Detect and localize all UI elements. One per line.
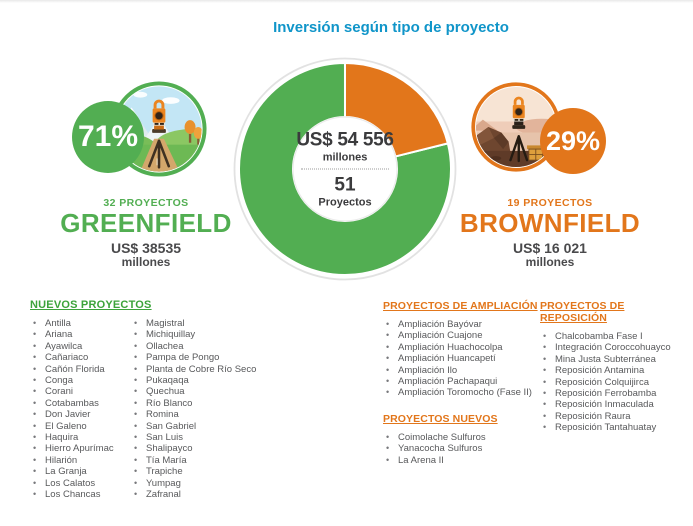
project-item: San Luis [133, 432, 256, 444]
brownfield-projects-count: 19 PROYECTOS [507, 197, 593, 209]
brownfield-percentage: 29% [545, 125, 601, 156]
donut-center-label: US$ 54 556 millones 51 Proyectos [292, 130, 398, 209]
project-item: Haquira [32, 432, 131, 444]
nuevos-proyectos-columns: AntillaArianaAyawilcaCañariacoCañón Flor… [30, 318, 282, 501]
project-item: Tía María [133, 455, 256, 467]
project-item: Quechua [133, 386, 256, 398]
brownfield-amount-unit: millones [525, 255, 575, 269]
project-item: Reposición Tantahuatay [542, 422, 692, 434]
project-item: Ampliación Huachocolpa [385, 342, 548, 354]
section-proyectos-nuevos: PROYECTOS NUEVOS Coimolache SulfurosYana… [383, 413, 548, 467]
section-proyectos-de-ampliacion: PROYECTOS DE AMPLIACIÓN Ampliación Bayóv… [383, 300, 548, 399]
project-item: Ayawilca [32, 341, 131, 353]
project-item: Ampliación Toromocho (Fase II) [385, 387, 548, 399]
total-investment-unit: millones [322, 151, 368, 164]
section-nuevos-proyectos: NUEVOS PROYECTOS AntillaArianaAyawilcaCa… [30, 299, 282, 501]
project-item: Mina Justa Subterránea [542, 354, 692, 366]
donut-chart: US$ 54 556 millones 51 Proyectos [225, 49, 465, 289]
project-item: Pampa de Pongo [133, 352, 256, 364]
page-top-edge [0, 0, 693, 3]
project-item: Ampliación Pachapaqui [385, 376, 548, 388]
project-item: Cañariaco [32, 352, 131, 364]
greenfield-title: GREENFIELD [60, 208, 232, 238]
greenfield-projects-count: 32 PROYECTOS [103, 197, 189, 209]
project-item: Romina [133, 409, 256, 421]
section-proyectos-de-reposicion: PROYECTOS DE REPOSICIÓN Chalcobamba Fase… [540, 300, 692, 434]
center-dotted-divider [301, 168, 389, 170]
section-title-proyectos-de-reposicion: PROYECTOS DE REPOSICIÓN [540, 300, 625, 324]
project-item: Río Blanco [133, 398, 256, 410]
page-title: Inversión según tipo de proyecto [273, 19, 509, 36]
reposicion-list-group1: Chalcobamba Fase IIntegración Coroccohua… [540, 331, 692, 354]
total-projects-label: Proyectos [318, 196, 372, 209]
project-item: Chalcobamba Fase I [542, 331, 692, 343]
project-item: Yumpag [133, 478, 256, 490]
greenfield-amount: US$ 38535 [110, 240, 182, 256]
project-item: Conga [32, 375, 131, 387]
nuevos-proyectos-col2: MagistralMichiquillayOllacheaPampa de Po… [131, 318, 256, 501]
project-item: Shalipayco [133, 443, 256, 455]
project-item: Coimolache Sulfuros [385, 432, 548, 444]
project-item: Ollachea [133, 341, 256, 353]
project-item: Los Chancas [32, 489, 131, 501]
brownfield-percentage-badge: 29% [540, 108, 606, 174]
project-item: La Granja [32, 466, 131, 478]
project-item: Antilla [32, 318, 131, 330]
section-title-proyectos-nuevos: PROYECTOS NUEVOS [383, 413, 498, 425]
project-item: Zafranal [133, 489, 256, 501]
ampliacion-list: Ampliación BayóvarAmpliación CuajoneAmpl… [383, 319, 548, 399]
brownfield-amount: US$ 16 021 [513, 240, 587, 256]
brownfield-illustration [470, 81, 562, 173]
project-item: Cañón Florida [32, 364, 131, 376]
project-item: Ariana [32, 329, 131, 341]
reposicion-list-group2: Mina Justa SubterráneaReposición Antamin… [540, 354, 692, 434]
section-title-nuevos-proyectos: NUEVOS PROYECTOS [30, 299, 152, 311]
project-item: Reposición Inmaculada [542, 399, 692, 411]
project-item: Los Calatos [32, 478, 131, 490]
project-item: Reposición Raura [542, 411, 692, 423]
project-item: Ampliación Ilo [385, 365, 548, 377]
proyectos-nuevos-list: Coimolache SulfurosYanacocha SulfurosLa … [383, 432, 548, 467]
total-projects-count: 51 [334, 174, 356, 196]
project-item: El Galeno [32, 421, 131, 433]
project-item: Reposición Ferrobamba [542, 388, 692, 400]
project-item: Hilarión [32, 455, 131, 467]
project-item: Trapiche [133, 466, 256, 478]
project-item: La Arena II [385, 455, 548, 467]
project-item: Ampliación Bayóvar [385, 319, 548, 331]
project-item: Ampliación Cuajone [385, 330, 548, 342]
total-investment-value: US$ 54 556 [296, 129, 394, 151]
greenfield-amount-unit: millones [121, 255, 171, 269]
project-item: Hierro Apurímac [32, 443, 131, 455]
greenfield-percentage: 71% [77, 120, 139, 153]
brownfield-scene-icon [471, 82, 561, 172]
project-item: Reposición Colquijirca [542, 377, 692, 389]
project-item: Reposición Antamina [542, 365, 692, 377]
project-item: Magistral [133, 318, 256, 330]
project-item: Cotabambas [32, 398, 131, 410]
project-item: Pukaqaqa [133, 375, 256, 387]
project-item: Michiquillay [133, 329, 256, 341]
project-item: Ampliación Huancapetí [385, 353, 548, 365]
project-item: Integración Coroccohuayco [542, 342, 692, 354]
brownfield-title: BROWNFIELD [459, 208, 641, 238]
donut-outer-ring [233, 57, 457, 281]
project-item: Corani [32, 386, 131, 398]
section-title-proyectos-de-ampliacion: PROYECTOS DE AMPLIACIÓN [383, 300, 538, 312]
project-item: Don Javier [32, 409, 131, 421]
greenfield-percentage-badge: 71% [72, 101, 144, 173]
project-item: San Gabriel [133, 421, 256, 433]
nuevos-proyectos-col1: AntillaArianaAyawilcaCañariacoCañón Flor… [30, 318, 131, 501]
project-item: Planta de Cobre Río Seco [133, 364, 256, 376]
project-item: Yanacocha Sulfuros [385, 443, 548, 455]
